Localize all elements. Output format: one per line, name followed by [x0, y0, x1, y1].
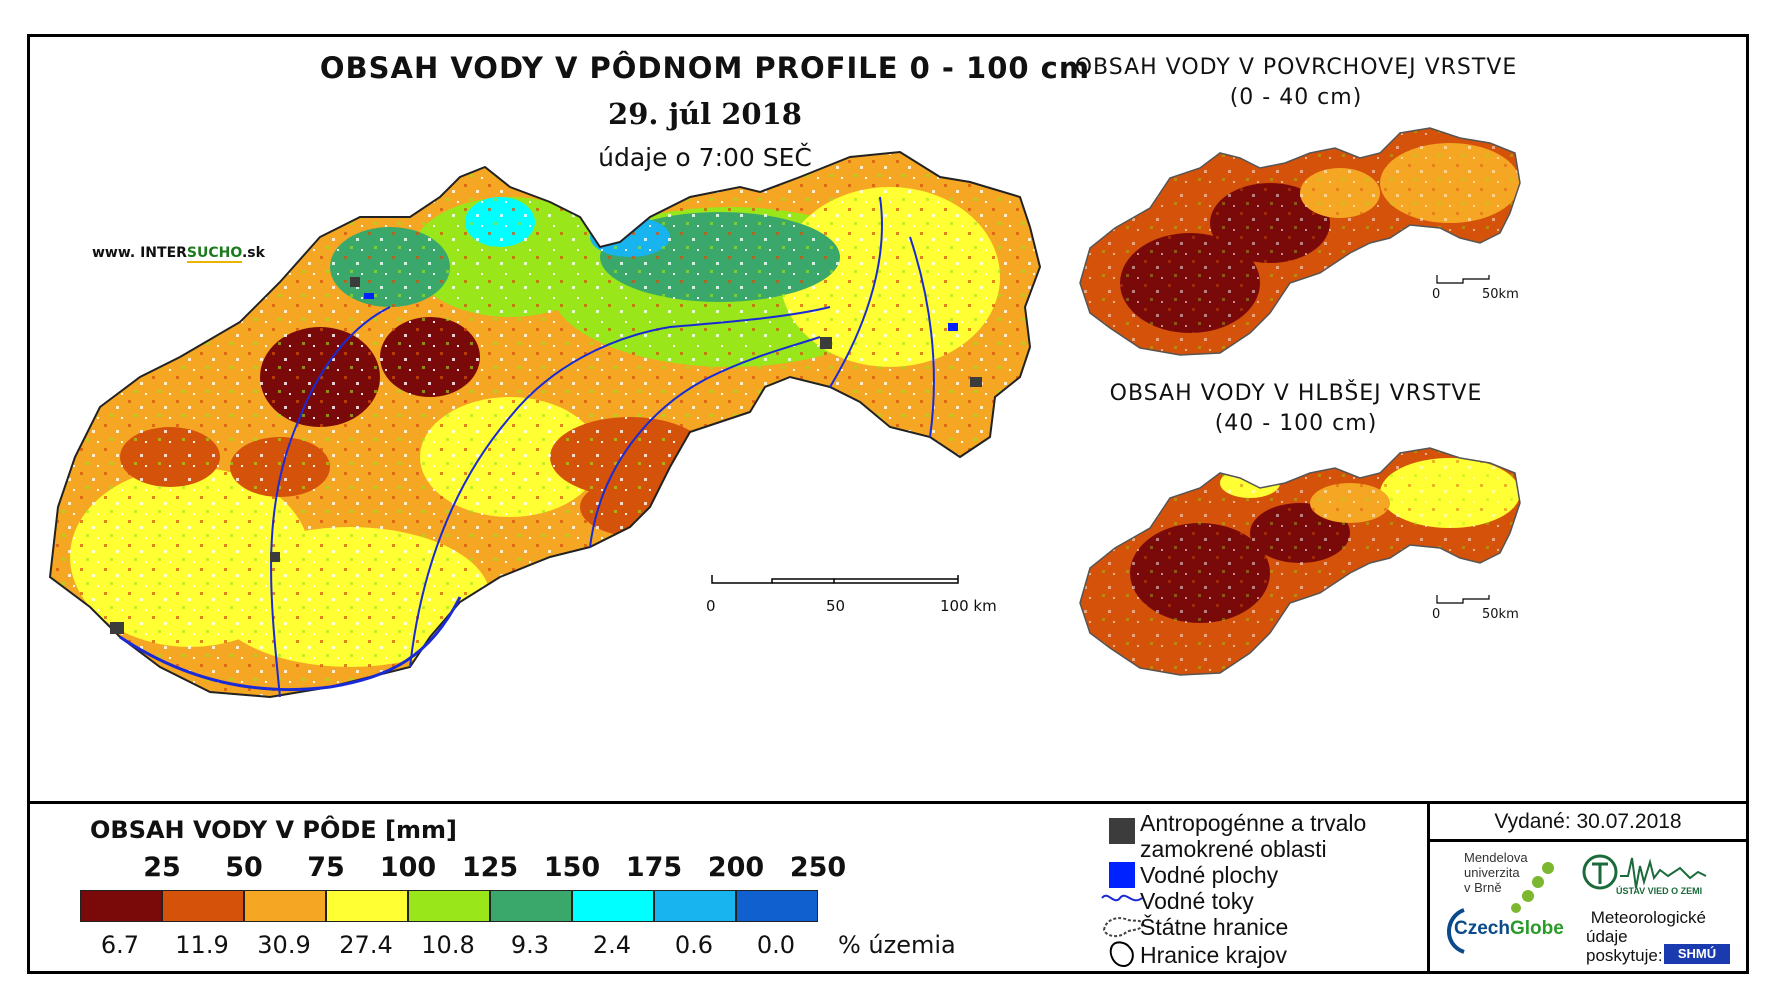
- inset-bottom-scale-bar: [1436, 595, 1490, 604]
- region-border-symbol: [1109, 941, 1134, 968]
- intersucho-link[interactable]: www. INTERSUCHO.sk: [92, 245, 265, 263]
- anthropogenic-label-1: Antropogénne a trvalo: [1140, 810, 1367, 836]
- watermark-suffix: .sk: [241, 245, 265, 261]
- meteo-line-2: údaje: [1586, 927, 1628, 946]
- legend-class-upper: 175: [625, 852, 683, 883]
- inset-top-title: OBSAH VODY V POVRCHOVEJ VRSTVE (0 - 40 c…: [1036, 53, 1556, 113]
- watermark-prefix: www. INTER: [92, 245, 187, 261]
- legend-swatch: [490, 890, 572, 922]
- inset-top-scale-0: 0: [1432, 287, 1441, 302]
- mendel-dots-icon: [1511, 862, 1554, 913]
- legend-class-pct: 27.4: [339, 931, 393, 959]
- state-border-symbol: [1102, 917, 1144, 938]
- rivers-label: Vodné toky: [1140, 888, 1254, 914]
- inset-top-scale-50: 50km: [1482, 287, 1519, 302]
- main-map: [49, 151, 1041, 698]
- legend-swatch: [244, 890, 326, 922]
- mendel-logo: Mendelova univerzita v Brně: [1464, 850, 1528, 895]
- anthropogenic-symbol: [1109, 818, 1135, 844]
- main-scale-50: 50: [826, 597, 846, 615]
- inset-bottom-title-line1: OBSAH VODY V HLBŠEJ VRSTVE: [1109, 381, 1483, 406]
- legend-class-upper: 50: [225, 852, 263, 883]
- legend-title: OBSAH VODY V PÔDE [mm]: [90, 816, 458, 844]
- anthropogenic-label-2: zamokrené oblasti: [1140, 836, 1327, 862]
- inset-bottom-map: [1079, 447, 1521, 676]
- legend-class-pct: 6.7: [100, 931, 140, 959]
- legend-swatch: [736, 890, 818, 922]
- inset-top-title-line1: OBSAH VODY V POVRCHOVEJ VRSTVE: [1074, 55, 1518, 80]
- legend-class-upper: 25: [143, 852, 181, 883]
- issued-date: Vydané: 30.07.2018: [1430, 804, 1746, 842]
- inset-bottom-scale-50: 50km: [1482, 607, 1519, 622]
- inset-bottom-scale-0: 0: [1432, 607, 1441, 622]
- inset-top-title-line2: (0 - 40 cm): [1229, 85, 1363, 110]
- river-symbol: [1101, 894, 1143, 902]
- legend-class-pct: 30.9: [257, 931, 311, 959]
- map-time: údaje o 7:00 SEČ: [598, 143, 812, 172]
- legend-class-upper: 100: [379, 852, 437, 883]
- watermark-highlight: SUCHO: [186, 245, 242, 263]
- main-scale-100: 100 km: [940, 597, 997, 615]
- legend-class-pct: 0.6: [674, 931, 714, 959]
- meteo-credit-2: údaje poskytuje:: [1586, 927, 1663, 965]
- legend-area: OBSAH VODY V PÔDE [mm] 25 6.7 50 11.9 75 30.9…: [30, 801, 1746, 971]
- inset-bottom-title-line2: (40 - 100 cm): [1214, 411, 1378, 436]
- ustav-label: ÚSTAV VIED O ZEMI: [1616, 886, 1703, 896]
- legend-class-upper: 125: [461, 852, 519, 883]
- legend-swatch: [326, 890, 408, 922]
- region-border-label: Hranice krajov: [1140, 942, 1287, 968]
- map-frame: OBSAH VODY V PÔDNOM PROFILE 0 - 100 cm 2…: [27, 34, 1749, 974]
- map-title: OBSAH VODY V PÔDNOM PROFILE 0 - 100 cm: [319, 51, 1091, 85]
- legend-swatch: [654, 890, 736, 922]
- legend-swatch: [572, 890, 654, 922]
- czechglobe-text-a: Czech: [1454, 918, 1510, 939]
- mendel-line-1: Mendelova: [1464, 850, 1528, 865]
- inset-top-scale-bar: [1436, 275, 1490, 284]
- legend-class-pct: 2.4: [592, 931, 632, 959]
- meteo-credit: Meteorologické: [1586, 908, 1706, 927]
- meteo-line-1: Meteorologické: [1590, 908, 1706, 927]
- legend-class-upper: 200: [707, 852, 765, 883]
- mendel-line-2: univerzita: [1464, 865, 1520, 880]
- legend-class-upper: 250: [789, 852, 847, 883]
- inset-bottom-title: OBSAH VODY V HLBŠEJ VRSTVE (40 - 100 cm): [1036, 379, 1556, 439]
- water-body-symbol: [1109, 862, 1135, 888]
- state-border-label: Štátne hranice: [1140, 914, 1289, 940]
- legend-swatch: [80, 890, 162, 922]
- legend-unit: % územia: [838, 931, 956, 959]
- legend-swatch: [162, 890, 244, 922]
- legend-class-upper: 75: [307, 852, 345, 883]
- legend-class-pct: 10.8: [421, 931, 475, 959]
- czechglobe-text-b: Globe: [1509, 918, 1564, 939]
- legend-class-upper: 150: [543, 852, 601, 883]
- inset-top-map: [1079, 127, 1521, 356]
- czechglobe-arc-icon: [1447, 908, 1465, 954]
- main-scale-bar: [711, 575, 959, 584]
- meteo-line-3: poskytuje:: [1586, 946, 1663, 965]
- mendel-line-3: v Brně: [1464, 880, 1502, 895]
- ustav-logo-icon: [1582, 854, 1707, 890]
- legend-swatch: [408, 890, 490, 922]
- credits-box: Vydané: 30.07.2018 Mendelova univerzita …: [1427, 804, 1746, 971]
- map-area: OBSAH VODY V PÔDNOM PROFILE 0 - 100 cm 2…: [30, 37, 1746, 801]
- czechglobe-logo: CzechGlobe: [1454, 918, 1564, 940]
- legend-class-pct: 9.3: [510, 931, 550, 959]
- main-scale-0: 0: [706, 597, 716, 615]
- legend-class-pct: 11.9: [175, 931, 229, 959]
- shmu-logo: SHMÚ: [1664, 944, 1730, 964]
- legend-class-pct: 0.0: [756, 931, 796, 959]
- map-date: 29. júl 2018: [608, 97, 802, 131]
- water-bodies-label: Vodné plochy: [1140, 862, 1279, 888]
